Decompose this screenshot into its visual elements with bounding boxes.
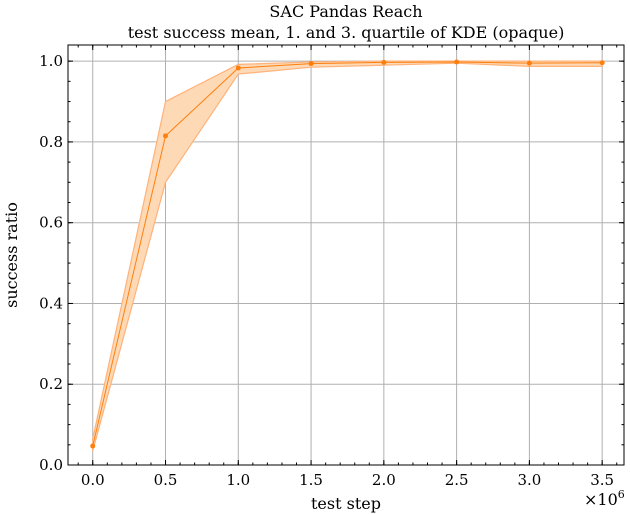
axes: 0.0 0.5 1.0 1.5 2.0 2.5 3.0 3.5 0.0 0.2 0.4 0.6 0.8 1… [39, 44, 625, 489]
x-multiplier: ×106 [584, 488, 625, 509]
data-point [454, 59, 460, 65]
data-point [381, 59, 387, 65]
x-tick-label: 0.5 [154, 471, 178, 489]
data-point [308, 61, 314, 67]
x-tick-label: 2.0 [372, 471, 396, 489]
x-tick-label: 1.0 [226, 471, 250, 489]
y-tick-label: 0.0 [39, 456, 63, 474]
y-tick-label: 0.6 [39, 214, 63, 232]
series-lines [90, 59, 605, 449]
data-point [526, 60, 532, 66]
grid [68, 45, 624, 466]
y-tick-label: 0.4 [39, 294, 63, 312]
x-tick-label: 2.5 [445, 471, 469, 489]
x-axis-label: test step [311, 494, 381, 513]
x-tick-label: 1.5 [299, 471, 323, 489]
mean-line [92, 61, 603, 447]
y-tick-label: 0.8 [39, 133, 63, 151]
x-tick-label: 3.0 [517, 471, 541, 489]
x-tick-label: 3.5 [590, 471, 614, 489]
plot-frame [67, 44, 625, 466]
data-point [163, 133, 169, 139]
x-tick-label: 0.0 [81, 471, 105, 489]
data-point [235, 65, 241, 71]
chart-title: SAC Pandas Reach [269, 2, 422, 21]
chart-subtitle: test success mean, 1. and 3. quartile of… [128, 23, 565, 42]
data-point [599, 60, 605, 66]
y-tick-label: 1.0 [39, 52, 63, 70]
quartile-band-area [92, 60, 603, 452]
quartile-band [92, 60, 603, 452]
y-axis-label: success ratio [2, 202, 21, 308]
y-tick-label: 0.2 [39, 375, 63, 393]
data-point [90, 443, 96, 449]
